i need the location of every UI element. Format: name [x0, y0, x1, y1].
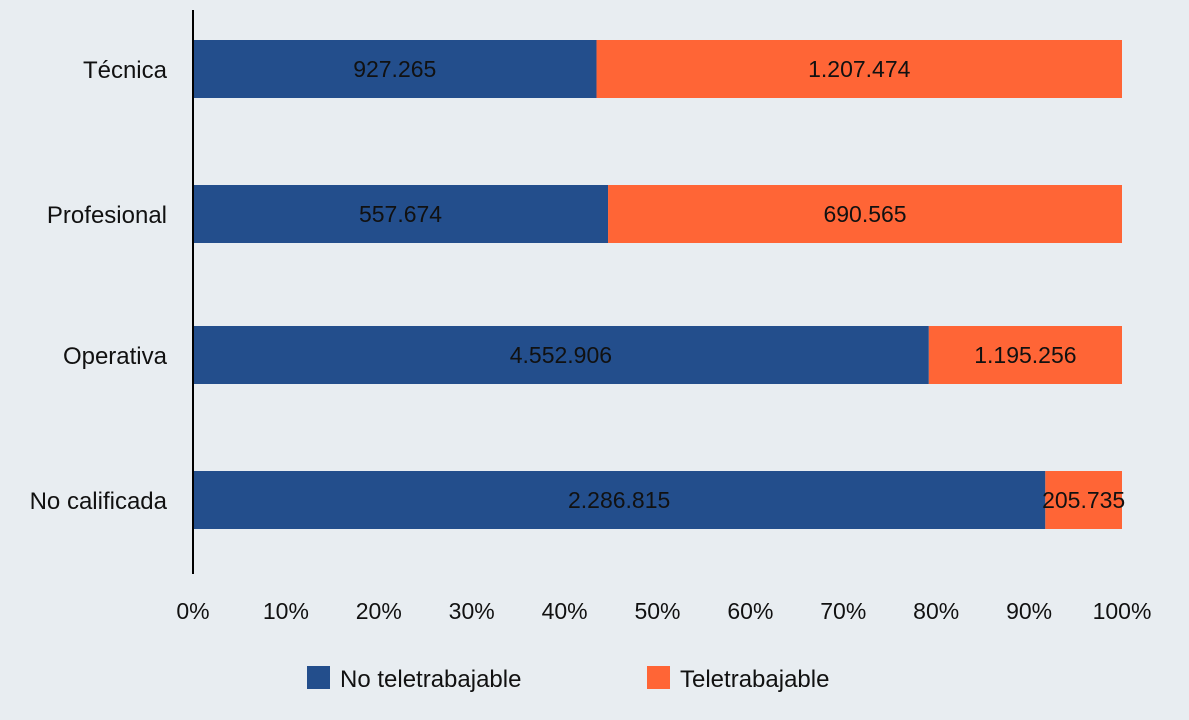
bar-operativa-no-teletrabajable: [193, 326, 929, 384]
x-tick-label-90: 90%: [1006, 598, 1052, 624]
legend-label-no-teletrabajable: No teletrabajable: [340, 666, 521, 693]
bar-label-tecnica-teletrabajable: 1.207.474: [808, 56, 911, 82]
bar-label-tecnica-no-teletrabajable: 927.265: [353, 56, 436, 82]
bar-label-no-calificada-teletrabajable: 205.735: [1042, 487, 1125, 513]
bar-tecnica-teletrabajable: [596, 40, 1122, 98]
bar-operativa-teletrabajable: [928, 326, 1122, 384]
category-labels-group: Técnica Profesional Operativa No calificada: [30, 57, 168, 515]
bar-profesional-no-teletrabajable: [193, 185, 609, 243]
bar-label-operativa-teletrabajable: 1.195.256: [974, 342, 1076, 368]
bar-label-operativa-no-teletrabajable: 4.552.906: [510, 342, 612, 368]
legend-label-teletrabajable: Teletrabajable: [680, 666, 829, 693]
category-label-operativa: Operativa: [63, 343, 168, 370]
legend: No teletrabajable Teletrabajable: [307, 666, 829, 693]
bar-tecnica-no-teletrabajable: [193, 40, 597, 98]
bars-group: [193, 40, 1122, 529]
category-label-no-calificada: No calificada: [30, 488, 168, 515]
x-tick-label-80: 80%: [913, 598, 959, 624]
category-label-tecnica: Técnica: [83, 57, 168, 84]
x-tick-label-100: 100%: [1093, 598, 1152, 624]
x-tick-label-30: 30%: [449, 598, 495, 624]
legend-swatch-teletrabajable: [647, 666, 670, 689]
bar-no-calificada-no-teletrabajable: [193, 471, 1046, 529]
bar-label-no-calificada-no-teletrabajable: 2.286.815: [568, 487, 670, 513]
category-label-profesional: Profesional: [47, 202, 167, 229]
x-tick-label-60: 60%: [727, 598, 773, 624]
x-tick-label-10: 10%: [263, 598, 309, 624]
x-tick-label-40: 40%: [542, 598, 588, 624]
x-tick-label-50: 50%: [634, 598, 680, 624]
x-tick-label-0: 0%: [176, 598, 209, 624]
bar-labels-group: 927.265 1.207.474 557.674 690.565 4.552.906 1…: [353, 56, 1125, 513]
x-tick-labels-group: 0% 10% 20% 30% 40% 50% 60% 70% 80% 90% 100%: [176, 598, 1151, 624]
legend-swatch-no-teletrabajable: [307, 666, 330, 689]
bar-label-profesional-no-teletrabajable: 557.674: [359, 201, 442, 227]
bar-no-calificada-teletrabajable: [1045, 471, 1122, 529]
x-tick-label-20: 20%: [356, 598, 402, 624]
bar-label-profesional-teletrabajable: 690.565: [823, 201, 906, 227]
bar-profesional-teletrabajable: [608, 185, 1122, 243]
x-tick-label-70: 70%: [820, 598, 866, 624]
